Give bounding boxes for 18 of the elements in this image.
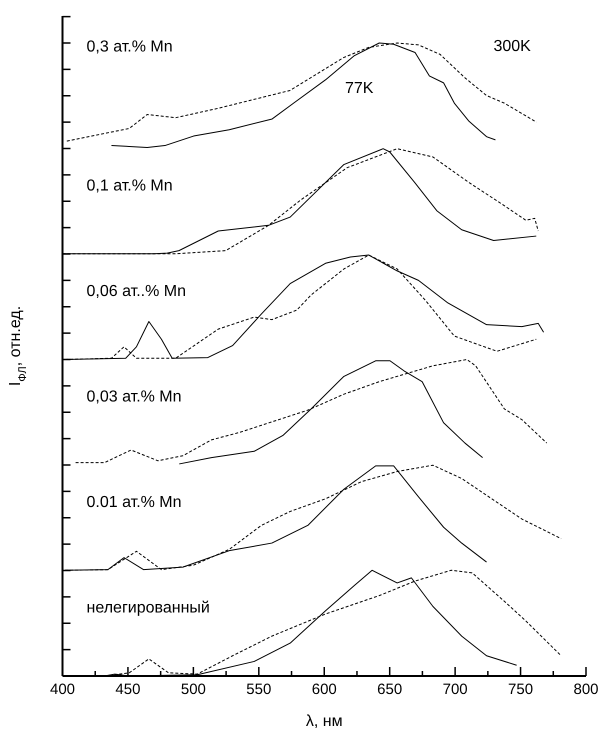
annotation: 0,03 ат.% Mn — [86, 388, 182, 406]
x-tick-label: 700 — [442, 681, 468, 698]
x-tick-label: 500 — [180, 681, 206, 698]
annotation: нелегированный — [86, 600, 210, 617]
annotation: 0,1 ат.% Mn — [86, 178, 173, 195]
x-tick-label: 600 — [312, 681, 337, 698]
x-tick-label: 450 — [115, 681, 140, 698]
x-tick-label: 400 — [50, 681, 76, 698]
x-axis-title: λ, нм — [306, 713, 343, 730]
text: 300K — [493, 38, 532, 55]
annotation: 0,3 ат.% Mn — [86, 38, 173, 56]
x-tick-label: 800 — [573, 681, 599, 698]
series-label: 77K — [344, 80, 374, 97]
annotation: 0,06 ат..% Mn — [86, 283, 186, 300]
x-tick-label: 650 — [377, 681, 402, 698]
annotation: 0.01 ат.% Mn — [86, 494, 182, 512]
x-tick-label: 550 — [246, 681, 272, 698]
x-tick-label: 750 — [508, 681, 534, 698]
